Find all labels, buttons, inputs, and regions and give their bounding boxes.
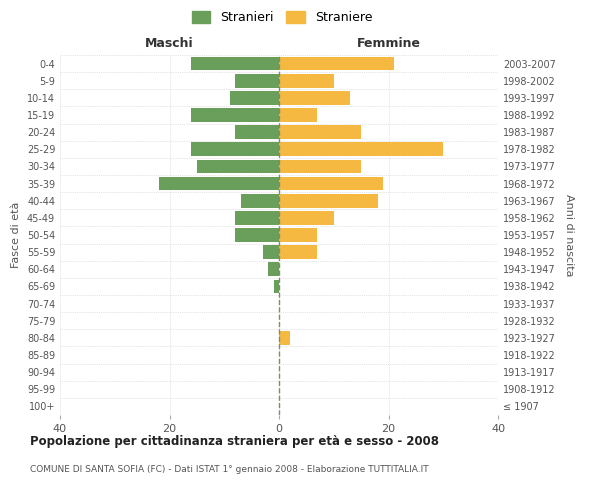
Bar xyxy=(230,91,279,104)
Bar xyxy=(279,74,334,88)
Bar xyxy=(279,91,350,104)
Bar xyxy=(279,176,383,190)
Y-axis label: Fasce di età: Fasce di età xyxy=(11,202,21,268)
Bar xyxy=(191,108,279,122)
Bar xyxy=(235,228,279,242)
Bar xyxy=(235,211,279,224)
Bar xyxy=(235,74,279,88)
Bar xyxy=(279,194,377,207)
Bar xyxy=(279,108,317,122)
Text: Maschi: Maschi xyxy=(145,37,194,50)
Bar xyxy=(279,246,317,259)
Bar xyxy=(268,262,279,276)
Bar xyxy=(241,194,279,207)
Legend: Stranieri, Straniere: Stranieri, Straniere xyxy=(191,11,373,24)
Text: Femmine: Femmine xyxy=(356,37,421,50)
Bar xyxy=(158,176,279,190)
Bar xyxy=(191,142,279,156)
Y-axis label: Anni di nascita: Anni di nascita xyxy=(564,194,574,276)
Bar xyxy=(279,160,361,173)
Bar xyxy=(279,211,334,224)
Bar xyxy=(279,56,394,70)
Text: Popolazione per cittadinanza straniera per età e sesso - 2008: Popolazione per cittadinanza straniera p… xyxy=(30,435,439,448)
Bar xyxy=(279,126,361,139)
Text: COMUNE DI SANTA SOFIA (FC) - Dati ISTAT 1° gennaio 2008 - Elaborazione TUTTITALI: COMUNE DI SANTA SOFIA (FC) - Dati ISTAT … xyxy=(30,465,428,474)
Bar xyxy=(274,280,279,293)
Bar xyxy=(279,228,317,242)
Bar xyxy=(191,56,279,70)
Bar xyxy=(235,126,279,139)
Bar xyxy=(279,142,443,156)
Bar xyxy=(279,331,290,344)
Bar xyxy=(197,160,279,173)
Bar xyxy=(263,246,279,259)
